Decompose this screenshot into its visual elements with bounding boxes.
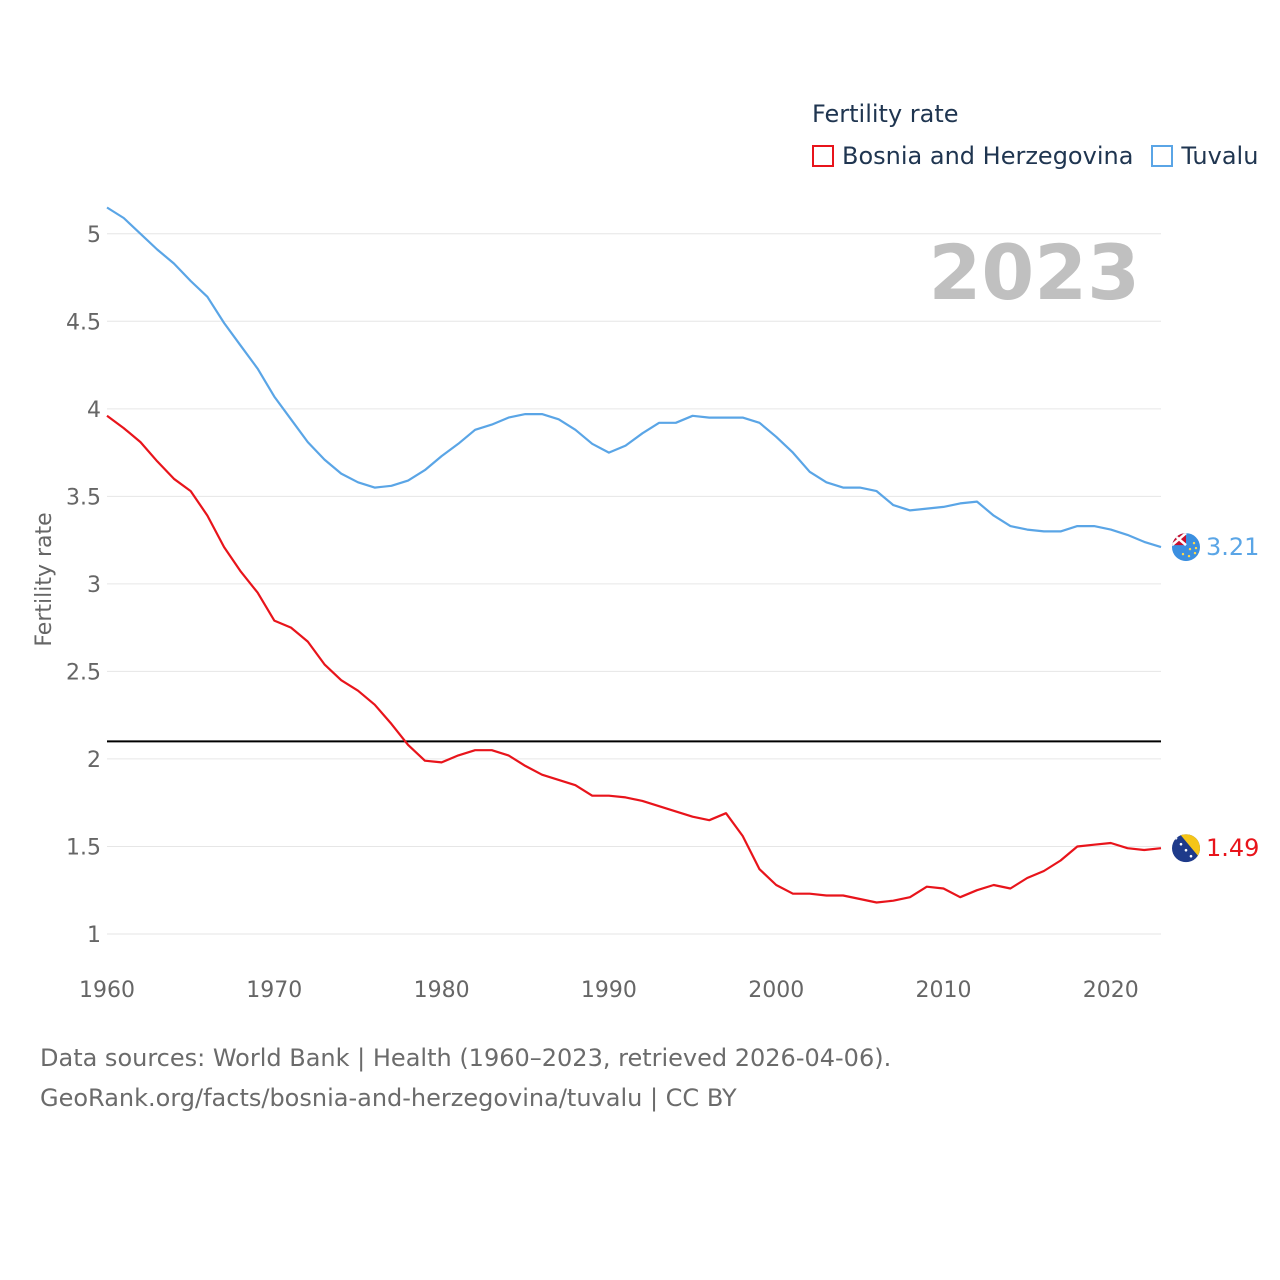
- flag-star: [1189, 854, 1193, 858]
- x-tick-label: 2020: [1083, 978, 1139, 1003]
- flag-star: [1187, 554, 1191, 558]
- tuvalu-flag-icon: [1172, 533, 1200, 562]
- y-tick-label: 3.5: [66, 485, 101, 510]
- y-tick-label: 2: [87, 748, 101, 773]
- end-value-label-bosnia: 1.49: [1206, 834, 1259, 862]
- flag-star: [1192, 541, 1196, 545]
- flag-body: [1172, 533, 1200, 562]
- legend-item-tuvalu[interactable]: Tuvalu: [1151, 142, 1258, 170]
- legend-label-bosnia: Bosnia and Herzegovina: [842, 142, 1134, 170]
- x-tick-label: 1990: [581, 978, 637, 1003]
- flag-star: [1188, 547, 1192, 551]
- x-tick-label: 2000: [748, 978, 804, 1003]
- legend: Bosnia and Herzegovina Tuvalu: [812, 142, 1276, 170]
- y-tick-label: 3: [87, 573, 101, 598]
- x-tick-label: 1960: [79, 978, 135, 1003]
- legend-swatch-tuvalu: [1151, 145, 1174, 167]
- series-line-bosnia: [106, 414, 1162, 904]
- legend-title: Fertility rate: [812, 100, 959, 128]
- y-tick-label: 1.5: [66, 835, 101, 860]
- y-tick-label: 4.5: [66, 310, 101, 335]
- x-tick-label: 1980: [414, 978, 470, 1003]
- series-line-tuvalu: [106, 206, 1162, 549]
- y-tick-label: 2.5: [66, 660, 101, 685]
- data-source-note: Data sources: World Bank | Health (1960–…: [40, 1044, 892, 1072]
- y-tick-label: 5: [87, 223, 101, 248]
- flag-triangle: [1180, 834, 1200, 859]
- end-value-label-tuvalu: 3.21: [1206, 533, 1259, 561]
- flag-star: [1194, 546, 1198, 550]
- y-tick-label: 4: [87, 398, 101, 423]
- flag-star: [1181, 552, 1185, 556]
- x-tick-label: 1970: [246, 978, 302, 1003]
- current-year-label: 2023: [928, 228, 1140, 317]
- flag-star: [1174, 836, 1178, 840]
- legend-label-tuvalu: Tuvalu: [1181, 142, 1259, 170]
- attribution-link[interactable]: GeoRank.org/facts/bosnia-and-herzegovina…: [40, 1084, 737, 1112]
- flag-star: [1193, 551, 1197, 555]
- legend-item-bosnia[interactable]: Bosnia and Herzegovina: [812, 142, 1133, 170]
- bosnia-flag-icon: [1172, 834, 1200, 863]
- legend-swatch-bosnia: [812, 145, 834, 167]
- y-tick-label: 1: [87, 923, 101, 948]
- y-axis-label: Fertility rate: [32, 512, 57, 646]
- flag-body: [1172, 834, 1200, 863]
- flag-saltire: [1172, 533, 1187, 547]
- flag-star: [1184, 848, 1188, 852]
- x-tick-label: 2010: [916, 978, 972, 1003]
- flag-star: [1179, 842, 1183, 846]
